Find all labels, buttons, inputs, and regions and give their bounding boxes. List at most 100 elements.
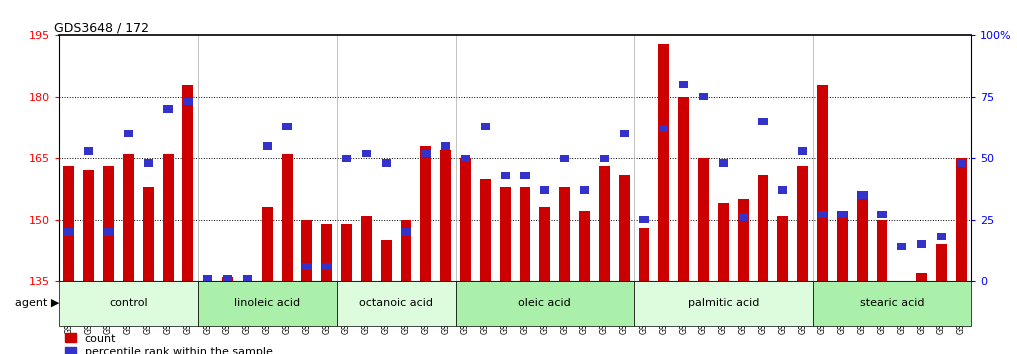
Bar (362, 150, 371, 157)
Bar (737, 199, 749, 281)
Bar (619, 130, 629, 137)
Bar (618, 175, 630, 281)
Text: octanoic acid: octanoic acid (359, 298, 433, 308)
Bar (380, 240, 392, 281)
Text: stearic acid: stearic acid (859, 298, 924, 308)
Bar (342, 155, 351, 162)
Bar (301, 219, 312, 281)
Bar (936, 244, 947, 281)
Bar (243, 275, 252, 282)
Bar (579, 211, 590, 281)
Bar (104, 228, 113, 235)
Bar (738, 213, 747, 221)
Bar (759, 118, 768, 125)
Bar (262, 142, 272, 150)
Legend: count, percentile rank within the sample: count, percentile rank within the sample (64, 333, 273, 354)
Bar (460, 158, 471, 281)
Text: oleic acid: oleic acid (519, 298, 572, 308)
Bar (402, 228, 411, 235)
Bar (539, 207, 550, 281)
Bar (916, 273, 928, 281)
Bar (797, 166, 809, 281)
Bar (878, 211, 887, 218)
Text: control: control (109, 298, 147, 308)
Bar (678, 97, 690, 281)
Bar (798, 147, 807, 155)
Bar (499, 187, 511, 281)
Bar (142, 187, 154, 281)
Bar (818, 211, 827, 218)
Bar (421, 150, 430, 157)
Bar (163, 154, 174, 281)
Bar (361, 216, 372, 281)
Bar (957, 159, 966, 167)
Bar (719, 159, 728, 167)
Bar (937, 233, 946, 240)
Bar (640, 216, 649, 223)
Bar (897, 243, 906, 250)
Bar (718, 203, 729, 281)
Bar (659, 125, 668, 132)
Bar (639, 228, 650, 281)
Bar (401, 219, 412, 281)
Bar (777, 216, 788, 281)
Bar (877, 219, 888, 281)
Bar (261, 207, 273, 281)
Bar (600, 155, 609, 162)
Bar (283, 122, 292, 130)
Bar (580, 187, 589, 194)
Text: agent ▶: agent ▶ (14, 298, 59, 308)
Bar (203, 275, 213, 282)
Bar (500, 172, 510, 179)
Bar (302, 263, 311, 270)
Bar (837, 211, 848, 281)
Bar (83, 171, 95, 281)
Bar (64, 228, 73, 235)
Bar (164, 105, 173, 113)
Bar (182, 85, 193, 281)
Bar (441, 142, 451, 150)
Bar (322, 263, 332, 270)
Text: linoleic acid: linoleic acid (234, 298, 300, 308)
Bar (222, 277, 233, 281)
Bar (698, 158, 709, 281)
Bar (124, 130, 133, 137)
Bar (838, 211, 847, 218)
Bar (658, 44, 669, 281)
Bar (857, 192, 866, 199)
Bar (817, 85, 828, 281)
Bar (956, 158, 967, 281)
Bar (381, 159, 391, 167)
Bar (559, 187, 571, 281)
Text: palmitic acid: palmitic acid (687, 298, 759, 308)
Bar (63, 166, 74, 281)
Bar (440, 150, 452, 281)
Bar (123, 154, 134, 281)
Bar (321, 224, 333, 281)
Bar (103, 166, 114, 281)
Bar (560, 155, 570, 162)
Bar (856, 191, 868, 281)
Bar (461, 155, 470, 162)
Bar (917, 240, 926, 248)
Bar (635, 281, 813, 326)
Bar (223, 275, 232, 282)
Bar (197, 281, 337, 326)
Bar (778, 187, 787, 194)
Bar (59, 281, 197, 326)
Text: GDS3648 / 172: GDS3648 / 172 (55, 21, 149, 34)
Bar (520, 187, 531, 281)
Bar (540, 187, 549, 194)
Bar (282, 154, 293, 281)
Bar (599, 166, 610, 281)
Bar (521, 172, 530, 179)
Bar (481, 122, 490, 130)
Bar (84, 147, 94, 155)
Bar (456, 281, 635, 326)
Bar (337, 281, 456, 326)
Bar (143, 159, 153, 167)
Bar (699, 93, 708, 101)
Bar (813, 281, 971, 326)
Bar (341, 224, 352, 281)
Bar (420, 146, 431, 281)
